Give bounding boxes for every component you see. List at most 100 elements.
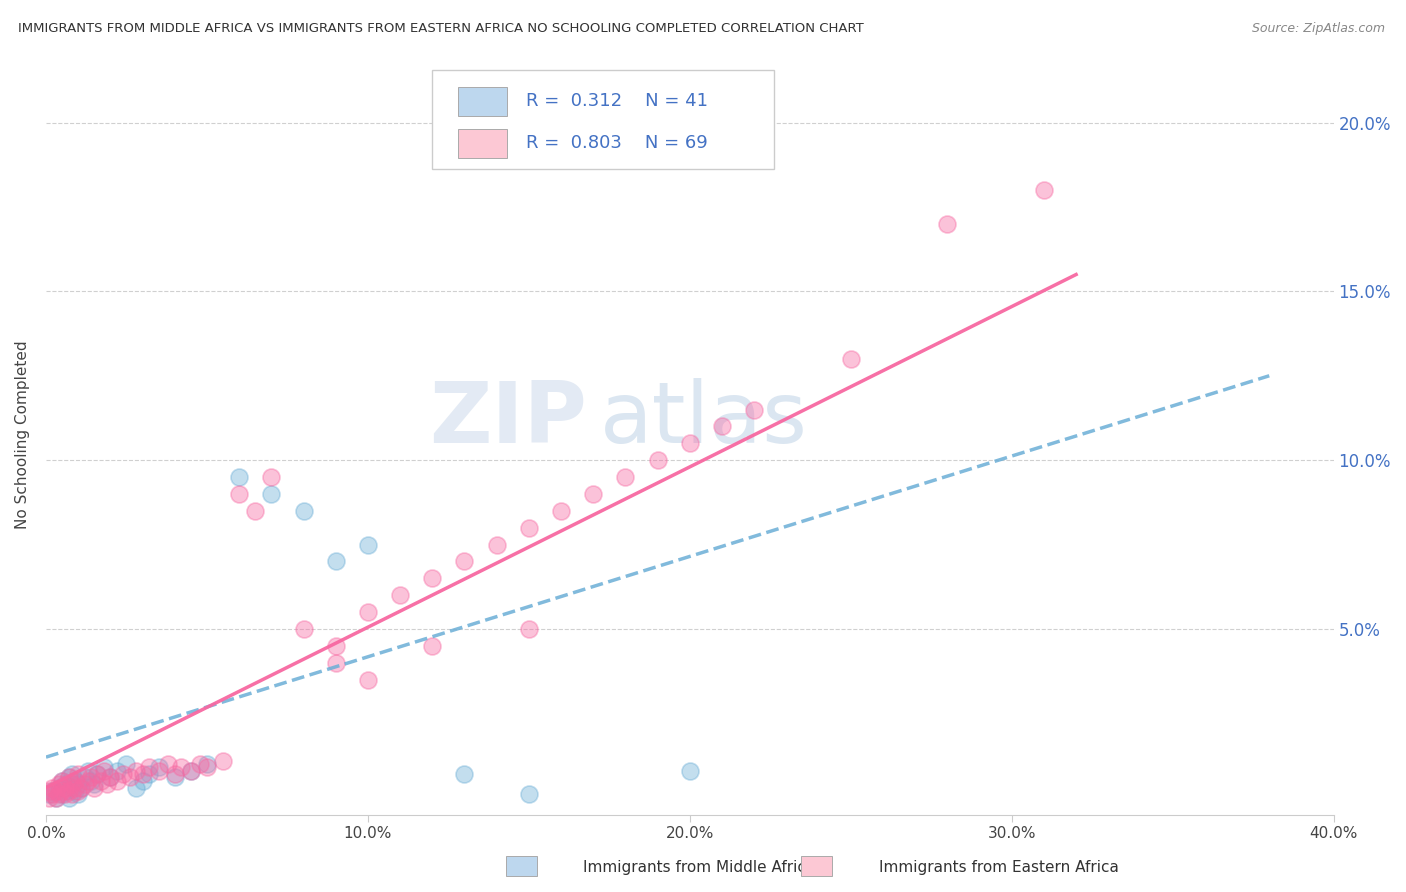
Point: [76, 773, 98, 788]
Point: [325, 639, 347, 653]
Point: [93, 764, 115, 778]
Point: [38, 787, 60, 801]
Point: [41, 784, 63, 798]
Point: [170, 760, 193, 774]
Point: [60, 780, 83, 795]
Text: R =  0.803    N = 69: R = 0.803 N = 69: [526, 134, 709, 153]
Point: [325, 656, 347, 670]
Point: [118, 771, 141, 785]
Point: [260, 470, 283, 484]
Point: [163, 771, 186, 785]
Point: [51, 773, 73, 788]
Point: [245, 504, 267, 518]
Text: R =  0.312    N = 41: R = 0.312 N = 41: [526, 93, 709, 111]
Point: [63, 773, 86, 788]
Point: [389, 588, 412, 602]
Point: [292, 504, 315, 518]
Point: [420, 571, 443, 585]
Point: [41, 780, 63, 795]
Point: [180, 764, 202, 778]
Point: [936, 217, 959, 231]
Point: [453, 554, 475, 568]
Point: [53, 784, 76, 798]
Point: [105, 773, 128, 788]
Point: [180, 764, 202, 778]
Point: [63, 784, 86, 798]
Point: [517, 622, 540, 636]
Point: [45, 784, 67, 798]
Point: [420, 639, 443, 653]
Point: [195, 756, 218, 771]
Point: [357, 673, 380, 687]
Point: [647, 453, 669, 467]
Point: [357, 605, 380, 619]
Point: [582, 487, 605, 501]
Point: [60, 767, 83, 781]
Text: atlas: atlas: [600, 378, 807, 461]
Point: [148, 764, 170, 778]
Point: [614, 470, 637, 484]
Point: [195, 760, 218, 774]
FancyBboxPatch shape: [432, 70, 773, 169]
Point: [90, 773, 112, 788]
Point: [212, 754, 235, 768]
Point: [58, 771, 80, 785]
Point: [105, 764, 128, 778]
Point: [53, 787, 76, 801]
Point: [112, 767, 135, 781]
Point: [60, 777, 83, 791]
Point: [131, 767, 153, 781]
Point: [63, 780, 86, 795]
Point: [80, 773, 103, 788]
Point: [125, 780, 148, 795]
Point: [292, 622, 315, 636]
Point: [73, 777, 96, 791]
Point: [53, 777, 76, 791]
Point: [96, 777, 118, 791]
Point: [45, 790, 67, 805]
Point: [51, 784, 73, 798]
Point: [742, 402, 765, 417]
Point: [70, 780, 93, 795]
Point: [67, 767, 90, 781]
Point: [60, 787, 83, 801]
Point: [86, 767, 108, 781]
Point: [63, 773, 86, 788]
Point: [38, 790, 60, 805]
Point: [131, 773, 153, 788]
Point: [453, 767, 475, 781]
Point: [1032, 183, 1054, 197]
Text: Source: ZipAtlas.com: Source: ZipAtlas.com: [1251, 22, 1385, 36]
Point: [228, 470, 250, 484]
Point: [48, 777, 70, 791]
Point: [711, 419, 734, 434]
Point: [86, 767, 108, 781]
Point: [73, 771, 96, 785]
FancyBboxPatch shape: [458, 87, 508, 116]
Point: [325, 554, 347, 568]
Point: [51, 787, 73, 801]
Text: IMMIGRANTS FROM MIDDLE AFRICA VS IMMIGRANTS FROM EASTERN AFRICA NO SCHOOLING COM: IMMIGRANTS FROM MIDDLE AFRICA VS IMMIGRA…: [18, 22, 865, 36]
Point: [98, 771, 121, 785]
Point: [93, 760, 115, 774]
Point: [67, 787, 90, 801]
Point: [53, 780, 76, 795]
Point: [228, 487, 250, 501]
Text: Immigrants from Eastern Africa: Immigrants from Eastern Africa: [879, 861, 1119, 875]
Point: [517, 521, 540, 535]
Point: [125, 764, 148, 778]
Point: [138, 767, 160, 781]
Point: [679, 436, 702, 450]
Point: [58, 784, 80, 798]
Point: [190, 756, 212, 771]
Point: [83, 777, 105, 791]
Point: [51, 773, 73, 788]
Point: [550, 504, 572, 518]
Point: [517, 787, 540, 801]
Point: [83, 780, 105, 795]
Point: [679, 764, 702, 778]
Point: [98, 771, 121, 785]
Text: ZIP: ZIP: [429, 378, 586, 461]
Point: [138, 760, 160, 774]
Point: [45, 790, 67, 805]
